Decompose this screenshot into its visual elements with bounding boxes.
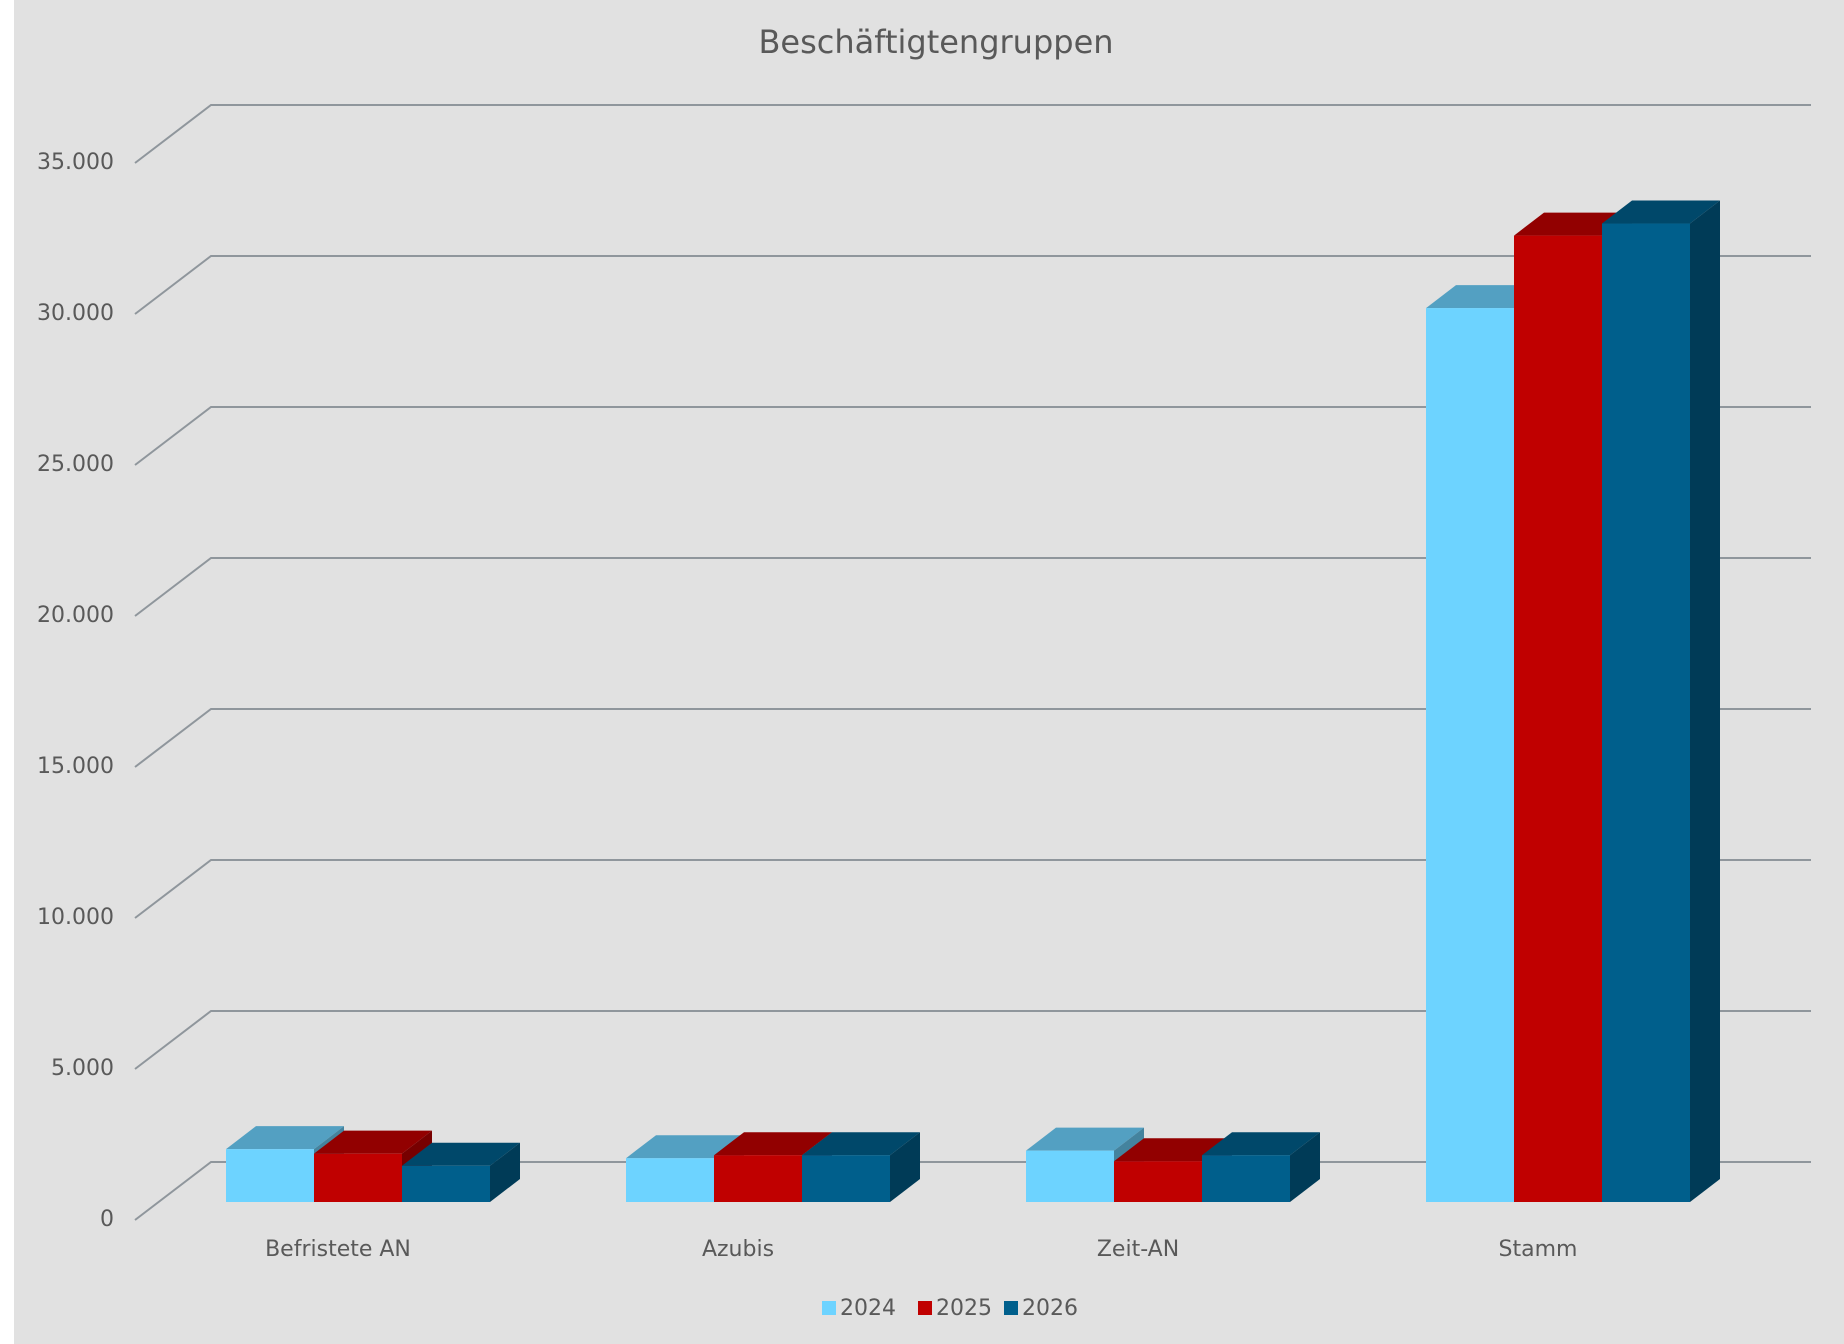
bar xyxy=(314,1153,402,1202)
bar-side xyxy=(1690,200,1720,1202)
bar xyxy=(1026,1150,1114,1202)
bar xyxy=(226,1149,314,1202)
x-tick-label: Zeit-AN xyxy=(1097,1237,1179,1262)
bar-top xyxy=(802,1132,920,1156)
bar-top xyxy=(626,1135,744,1159)
y-tick-label: 10.000 xyxy=(37,905,114,930)
bar-top xyxy=(1602,200,1720,224)
y-tick-label: 5.000 xyxy=(51,1056,114,1081)
y-tick-label: 35.000 xyxy=(37,150,114,175)
bar-side xyxy=(1290,1132,1320,1202)
legend-label: 2024 xyxy=(840,1296,896,1321)
bar xyxy=(1202,1155,1290,1202)
bar xyxy=(1426,308,1514,1203)
bar-side xyxy=(890,1132,920,1202)
legend-label: 2026 xyxy=(1022,1296,1078,1321)
y-tick-label: 15.000 xyxy=(37,754,114,779)
bar xyxy=(1602,223,1690,1202)
bar xyxy=(1114,1161,1202,1202)
bar xyxy=(626,1158,714,1202)
grid-line xyxy=(134,406,1811,466)
x-tick-label: Stamm xyxy=(1499,1237,1578,1262)
legend-swatch xyxy=(1004,1301,1018,1315)
y-tick-label: 30.000 xyxy=(37,301,114,326)
x-tick-label: Azubis xyxy=(702,1237,774,1262)
y-tick-label: 25.000 xyxy=(37,452,114,477)
grid-line xyxy=(134,557,1811,617)
bar xyxy=(1514,235,1602,1203)
bar-top xyxy=(1202,1132,1320,1156)
grid-line xyxy=(134,104,1811,164)
bar-top xyxy=(714,1132,832,1156)
chart-title: Beschäftigtengruppen xyxy=(758,23,1113,61)
bar-top xyxy=(314,1130,432,1154)
grid-line xyxy=(134,708,1811,768)
legend-swatch xyxy=(918,1301,932,1315)
y-tick-label: 20.000 xyxy=(37,603,114,628)
grid-line xyxy=(134,1010,1811,1070)
bar xyxy=(802,1155,890,1202)
grid-line xyxy=(134,859,1811,919)
bar xyxy=(402,1165,490,1202)
x-tick-label: Befristete AN xyxy=(265,1237,411,1262)
grid-line xyxy=(134,255,1811,315)
bar-top xyxy=(226,1126,344,1150)
bar-top xyxy=(1026,1127,1144,1151)
bar-top xyxy=(402,1142,520,1166)
bar-side xyxy=(490,1142,520,1202)
bar xyxy=(714,1155,802,1202)
legend-swatch xyxy=(822,1301,836,1315)
legend-label: 2025 xyxy=(936,1296,992,1321)
y-tick-label: 0 xyxy=(100,1207,114,1232)
